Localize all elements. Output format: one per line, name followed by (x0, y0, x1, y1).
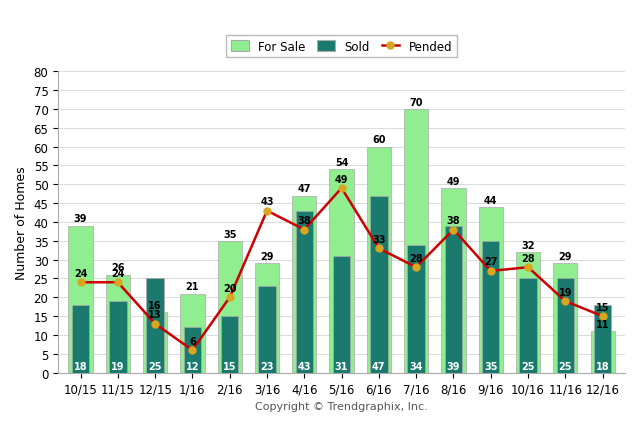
Bar (147, 279, 164, 373)
Bar (68, 226, 93, 373)
Text: 26: 26 (111, 263, 125, 273)
Text: 23: 23 (260, 361, 274, 371)
Text: 18: 18 (74, 361, 87, 371)
Pended (77, 280, 84, 285)
Bar (330, 170, 354, 373)
Text: 28: 28 (521, 253, 535, 263)
Bar (482, 241, 499, 373)
Pended (263, 209, 271, 214)
X-axis label: Copyright © Trendgraphix, Inc.: Copyright © Trendgraphix, Inc. (255, 401, 428, 411)
Text: 27: 27 (484, 257, 497, 267)
Text: 21: 21 (186, 282, 199, 292)
Text: 19: 19 (559, 287, 572, 297)
Text: 54: 54 (335, 158, 348, 167)
Bar (333, 256, 350, 373)
Text: 33: 33 (372, 234, 386, 244)
Bar (557, 279, 574, 373)
Text: 34: 34 (410, 361, 423, 371)
Text: 39: 39 (74, 214, 87, 224)
Pended (151, 321, 159, 326)
Text: 29: 29 (260, 252, 274, 262)
Text: 12: 12 (186, 361, 199, 371)
Pended (412, 265, 420, 270)
Pended (300, 227, 308, 233)
Bar (408, 245, 425, 373)
Text: 25: 25 (522, 361, 535, 371)
Bar (370, 196, 388, 373)
Pended (487, 269, 495, 274)
Text: 47: 47 (372, 361, 386, 371)
Pended (561, 299, 569, 304)
Bar (255, 264, 279, 373)
Text: 24: 24 (74, 268, 87, 278)
Bar (553, 264, 577, 373)
Text: 43: 43 (260, 197, 274, 207)
Text: 20: 20 (223, 283, 236, 293)
Pended (599, 314, 607, 319)
Text: 15: 15 (223, 361, 236, 371)
Bar (442, 189, 465, 373)
Text: 25: 25 (559, 361, 572, 371)
Bar (519, 279, 537, 373)
Bar (445, 226, 462, 373)
Bar (109, 302, 127, 373)
Text: 19: 19 (111, 361, 125, 371)
Bar (516, 253, 540, 373)
Line: Pended: Pended (77, 185, 606, 354)
Text: 32: 32 (522, 240, 535, 250)
Text: 29: 29 (559, 252, 572, 262)
Text: 43: 43 (298, 361, 311, 371)
Text: 38: 38 (298, 216, 311, 225)
Text: 31: 31 (335, 361, 348, 371)
Bar (296, 211, 313, 373)
Text: 47: 47 (298, 184, 311, 194)
Bar (404, 109, 428, 373)
Bar (292, 196, 316, 373)
Text: 18: 18 (596, 361, 609, 371)
Text: 70: 70 (410, 98, 423, 107)
Pended (524, 265, 532, 270)
Text: 15: 15 (596, 302, 609, 312)
Pended (450, 227, 458, 233)
Text: 35: 35 (223, 229, 236, 239)
Pended (226, 295, 234, 300)
Pended (189, 348, 196, 353)
Text: 44: 44 (484, 195, 497, 205)
Text: 60: 60 (372, 135, 386, 145)
Bar (221, 317, 239, 373)
Bar (479, 207, 503, 373)
Y-axis label: Number of Homes: Number of Homes (15, 166, 28, 279)
Text: 28: 28 (410, 253, 423, 263)
Bar (259, 286, 276, 373)
Text: 24: 24 (111, 268, 125, 278)
Text: 38: 38 (447, 216, 460, 225)
Bar (143, 313, 167, 373)
Bar (591, 331, 615, 373)
Bar (180, 294, 205, 373)
Legend: For Sale, Sold, Pended: For Sale, Sold, Pended (226, 36, 457, 58)
Text: 11: 11 (596, 319, 609, 329)
Bar (218, 241, 242, 373)
Text: 13: 13 (148, 309, 162, 320)
Text: 39: 39 (447, 361, 460, 371)
Pended (375, 246, 383, 251)
Text: 25: 25 (148, 361, 162, 371)
Bar (72, 305, 89, 373)
Text: 35: 35 (484, 361, 497, 371)
Bar (106, 275, 130, 373)
Pended (338, 186, 346, 191)
Text: 16: 16 (148, 300, 162, 311)
Pended (114, 280, 122, 285)
Text: 49: 49 (335, 174, 348, 184)
Text: 6: 6 (189, 336, 196, 346)
Bar (184, 328, 201, 373)
Text: 49: 49 (447, 176, 460, 186)
Bar (594, 305, 611, 373)
Bar (367, 147, 391, 373)
